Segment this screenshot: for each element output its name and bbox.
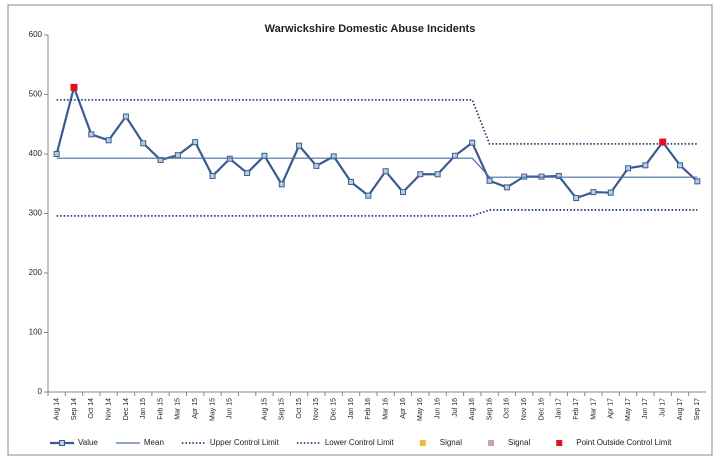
series-line xyxy=(56,157,698,178)
data-point xyxy=(607,189,614,196)
x-tick-label: Oct 15 xyxy=(296,398,303,419)
data-point xyxy=(399,189,406,196)
series-line xyxy=(56,98,698,145)
x-tick-label: Jun 17 xyxy=(642,398,649,419)
x-tick-label: Sep 15 xyxy=(279,398,286,420)
x-tick-label: Sep 17 xyxy=(694,398,701,420)
data-point xyxy=(590,189,597,196)
legend-label: Signal xyxy=(440,438,462,447)
x-tick-label: Aug 14 xyxy=(54,398,61,420)
data-point xyxy=(209,173,216,180)
x-tick-label: Apr 16 xyxy=(400,398,407,419)
data-point xyxy=(296,142,303,149)
legend-swatch xyxy=(419,440,426,446)
data-point xyxy=(88,131,95,138)
data-point xyxy=(261,152,268,159)
data-point xyxy=(278,181,285,188)
data-point xyxy=(174,152,181,159)
chart-title: Warwickshire Domestic Abuse Incidents xyxy=(265,23,476,35)
data-point xyxy=(244,170,251,177)
data-point xyxy=(122,113,129,120)
data-point xyxy=(348,178,355,185)
data-point xyxy=(469,139,476,146)
y-tick-label: 600 xyxy=(29,30,43,39)
y-tick-label: 400 xyxy=(29,149,43,158)
data-point xyxy=(417,171,424,178)
data-point xyxy=(382,168,389,175)
x-tick-label: May 15 xyxy=(209,398,216,421)
x-tick-label: Nov 15 xyxy=(313,398,320,420)
data-point xyxy=(192,139,199,146)
x-tick-label: Nov 16 xyxy=(521,398,528,420)
x-tick-label: Jun 16 xyxy=(434,398,441,419)
data-point xyxy=(486,177,493,184)
x-tick-label: Jan 16 xyxy=(348,398,355,419)
x-tick-label: Oct 14 xyxy=(88,398,95,419)
data-point xyxy=(694,178,701,185)
data-point xyxy=(157,156,164,163)
legend-label: Value xyxy=(78,438,98,447)
data-point xyxy=(503,184,510,191)
x-tick-label: Dec 14 xyxy=(123,398,130,420)
x-tick-label: Sep 16 xyxy=(486,398,493,420)
x-tick-label: Oct 16 xyxy=(504,398,511,419)
legend-label: Lower Control Limit xyxy=(325,438,395,447)
y-tick-label: 100 xyxy=(29,328,43,337)
chart-frame xyxy=(7,4,713,456)
x-tick-label: Dec 16 xyxy=(538,398,545,420)
legend-label: Mean xyxy=(144,438,164,447)
x-tick-label: Apr 17 xyxy=(608,398,615,419)
x-tick-label: Mar 17 xyxy=(590,398,597,420)
legend-swatch xyxy=(556,440,563,446)
x-tick-label: Jan 15 xyxy=(140,398,147,419)
x-tick-label: Jul 17 xyxy=(660,398,667,417)
data-point xyxy=(365,192,372,199)
y-tick-label: 0 xyxy=(38,387,43,396)
x-tick-label: Aug 15 xyxy=(261,398,268,420)
data-point xyxy=(70,83,78,91)
data-point xyxy=(434,171,441,178)
x-tick-label: Feb 17 xyxy=(573,398,580,420)
x-tick-label: Dec 15 xyxy=(331,398,338,420)
x-tick-label: Feb 16 xyxy=(365,398,372,420)
x-tick-label: Jun 15 xyxy=(227,398,234,419)
data-point xyxy=(313,162,320,169)
data-point xyxy=(677,162,684,169)
y-tick-label: 500 xyxy=(29,90,43,99)
legend-swatch xyxy=(487,440,494,446)
x-tick-label: May 17 xyxy=(625,398,632,421)
data-point xyxy=(330,153,337,160)
data-point xyxy=(555,173,562,180)
data-point xyxy=(573,195,580,202)
legend-swatch xyxy=(59,440,65,446)
x-tick-label: Jul 16 xyxy=(452,398,459,417)
x-tick-label: Mar 15 xyxy=(175,398,182,420)
x-tick-label: Sep 14 xyxy=(71,398,78,420)
y-tick-label: 200 xyxy=(29,268,43,277)
x-tick-label: Aug 17 xyxy=(677,398,684,420)
legend-label: Upper Control Limit xyxy=(210,438,280,447)
data-point xyxy=(659,138,667,146)
x-tick-label: Nov 14 xyxy=(105,398,112,420)
x-tick-label: Mar 16 xyxy=(383,398,390,420)
data-point xyxy=(642,162,649,169)
data-point xyxy=(140,140,147,147)
x-tick-label: Feb 15 xyxy=(157,398,164,420)
x-tick-label: Apr 15 xyxy=(192,398,199,419)
x-tick-label: Jan 17 xyxy=(556,398,563,419)
data-point xyxy=(451,152,458,159)
data-point xyxy=(105,137,112,144)
legend-label: Point Outside Control Limit xyxy=(576,438,672,447)
legend-label: Signal xyxy=(508,438,530,447)
data-point xyxy=(53,151,60,157)
x-tick-label: May 16 xyxy=(417,398,424,421)
y-tick-label: 300 xyxy=(29,209,43,218)
data-point xyxy=(625,165,632,172)
x-tick-label: Aug 16 xyxy=(469,398,476,420)
